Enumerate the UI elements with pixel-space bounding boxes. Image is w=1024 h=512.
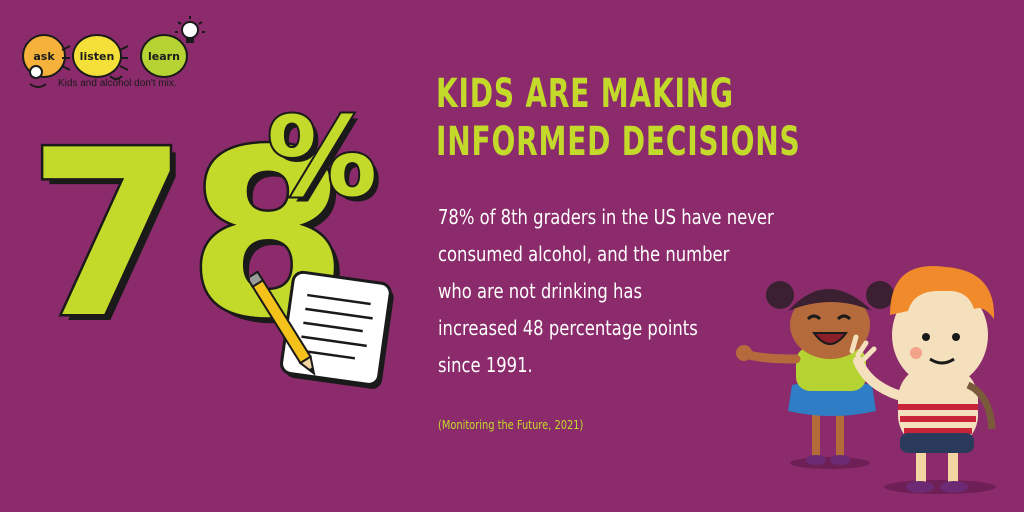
body-line-3: who are not drinking has — [438, 279, 643, 303]
lightbulb-icon — [175, 16, 205, 43]
headline-line-2: INFORMED DECISIONS — [436, 119, 801, 165]
hero-percent-shadow: % — [272, 98, 382, 226]
logo-ask-word: ask — [33, 49, 55, 63]
body-line-4: increased 48 percentage points — [438, 316, 698, 340]
logo-tagline: Kids and alcohol don't mix. — [58, 78, 177, 89]
body-line-2: consumed alcohol, and the number — [438, 242, 730, 266]
boy-figure — [849, 266, 996, 493]
hero-percent: % — [267, 93, 377, 221]
logo-listen-word: listen — [79, 49, 115, 63]
body-text: 78% of 8th graders in the US have never … — [438, 199, 864, 384]
kids-illustration — [736, 266, 996, 494]
headline-line-1: KIDS ARE MAKING — [436, 71, 734, 117]
body-line-5: since 1991. — [438, 353, 533, 377]
logo-decorations — [29, 45, 129, 88]
logo-learn-word: learn — [148, 49, 180, 63]
paper-pencil-icon — [250, 270, 394, 389]
source-citation: (Monitoring the Future, 2021) — [438, 418, 584, 432]
ask-listen-learn-logo: ask listen learn — [22, 14, 222, 98]
headline: KIDS ARE MAKING INFORMED DECISIONS — [436, 70, 801, 166]
girl-figure — [736, 281, 894, 465]
logo-learn-bubble: learn — [140, 34, 188, 78]
body-line-1: 78% of 8th graders in the US have never — [438, 205, 774, 229]
logo-listen-bubble: listen — [72, 34, 122, 78]
